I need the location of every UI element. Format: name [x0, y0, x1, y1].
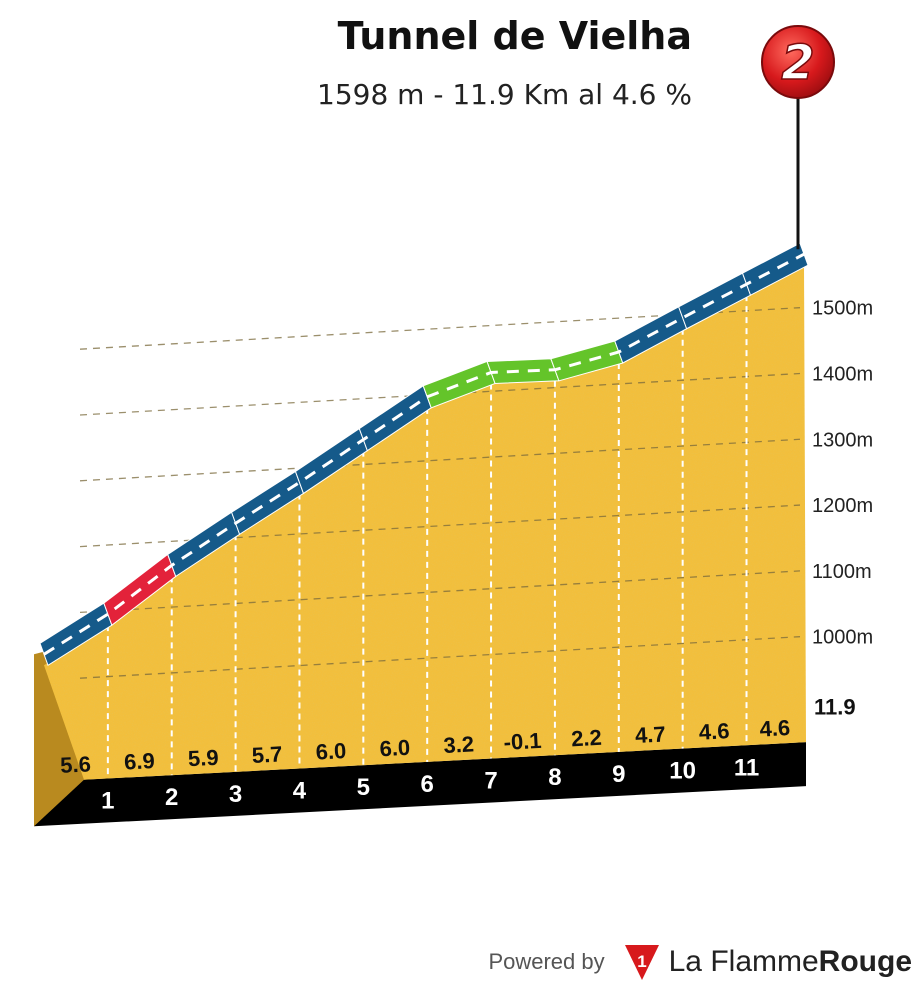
- y-tick-label: 1500m: [812, 298, 873, 320]
- flame-rouge-logo-icon: 1: [624, 945, 659, 980]
- total-distance-label: 11.9: [814, 694, 856, 719]
- km-marker-label: 7: [484, 768, 497, 795]
- footer: Powered by 1 La FlammeRouge: [488, 942, 912, 982]
- km-marker-label: 3: [229, 781, 242, 808]
- climb-subtitle: 1598 m - 11.9 Km al 4.6 %: [317, 78, 692, 111]
- gridline: [79, 636, 801, 679]
- gradient-label: 4.6: [698, 718, 730, 745]
- brand-name-light: La Flamme: [668, 945, 819, 978]
- road-segment: [741, 242, 809, 296]
- km-marker-label: 9: [612, 761, 625, 788]
- gradient-label: 5.9: [187, 745, 219, 772]
- gradient-label: 6.9: [123, 748, 155, 775]
- km-marker-label: 10: [669, 758, 696, 785]
- gridline: [79, 372, 801, 416]
- powered-by-text: Powered by: [488, 949, 605, 974]
- summit-badge-number: 2: [781, 35, 814, 91]
- km-marker-label: 4: [293, 778, 307, 805]
- km-marker-label: 6: [421, 771, 434, 798]
- km-marker-label: 5: [357, 774, 370, 801]
- climb-title: Tunnel de Vielha: [337, 14, 692, 58]
- y-tick-label: 1200m: [812, 495, 873, 517]
- gridline: [79, 570, 801, 614]
- km-marker-label: 1: [101, 787, 114, 814]
- y-tick-label: 1100m: [812, 561, 872, 583]
- y-tick-label: 1300m: [812, 429, 873, 451]
- gradient-label: 5.6: [60, 751, 92, 778]
- gradient-label: 2.2: [571, 725, 603, 752]
- gradient-label: -0.1: [503, 728, 542, 755]
- gridline: [79, 438, 801, 482]
- brand-name: La FlammeRouge: [669, 945, 912, 979]
- logo-mark-text: 1: [637, 952, 646, 971]
- base-band: [34, 742, 806, 827]
- gradient-label: 4.7: [634, 721, 666, 748]
- summit-badge: [761, 25, 835, 99]
- brand-name-bold: Rouge: [818, 945, 912, 978]
- gradient-label: 3.2: [443, 731, 475, 758]
- gradient-label: 5.7: [251, 741, 283, 768]
- road-segment: [486, 358, 560, 384]
- km-marker-label: 11: [734, 754, 759, 781]
- gradient-label: 6.0: [315, 738, 347, 765]
- profile-fill: [44, 265, 806, 780]
- gradient-label: 6.0: [379, 735, 411, 762]
- gradient-label: 4.6: [759, 715, 791, 742]
- y-tick-label: 1000m: [812, 627, 873, 649]
- y-tick-label: 1400m: [812, 363, 873, 385]
- road-centerline: [43, 252, 805, 656]
- km-marker-label: 8: [548, 764, 561, 791]
- km-marker-label: 2: [165, 784, 178, 811]
